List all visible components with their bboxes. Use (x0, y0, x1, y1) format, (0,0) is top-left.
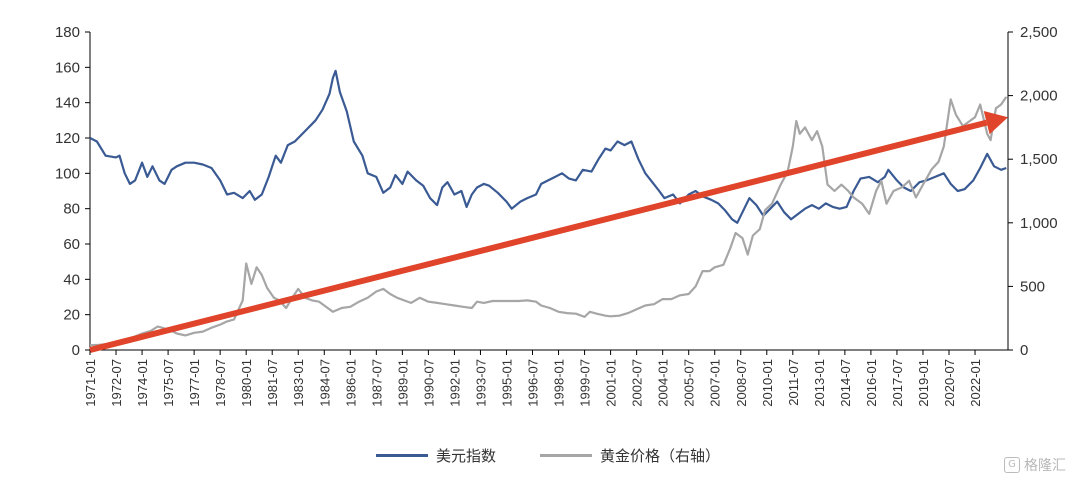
legend-label-gold: 黄金价格（右轴） (600, 447, 721, 465)
legend-label-usd: 美元指数 (436, 447, 497, 465)
x-tick-label: 1993-07 (473, 359, 488, 407)
right-tick-label: 0 (1020, 342, 1028, 359)
x-tick-label: 1992-01 (447, 359, 462, 407)
left-tick-label: 120 (55, 130, 80, 147)
x-tick-label: 1972-07 (109, 359, 124, 407)
x-tick-label: 1978-07 (213, 359, 228, 407)
x-tick-label: 2010-01 (760, 359, 775, 407)
legend-swatch-gold (540, 454, 592, 457)
watermark-logo-icon: G (1004, 457, 1020, 473)
x-tick-label: 1987-07 (369, 359, 384, 407)
watermark: G 格隆汇 (1004, 455, 1066, 475)
x-tick-label: 1977-01 (187, 359, 202, 407)
watermark-text: 格隆汇 (1024, 458, 1066, 474)
x-tick-label: 1990-07 (421, 359, 436, 407)
chart-svg: 0 20 40 60 80 100 120 140 160 180 0 500 1,000 1,500 2,… (55, 24, 1058, 407)
gold-price-line (89, 96, 1008, 347)
x-tick-label: 1975-07 (161, 359, 176, 407)
x-tick-label: 2022-01 (968, 359, 983, 407)
left-tick-label: 20 (63, 307, 80, 324)
x-tick-label: 2016-01 (864, 359, 879, 407)
legend: 美元指数 黄金价格（右轴） (0, 445, 1080, 475)
x-tick-label: 2007-01 (708, 359, 723, 407)
x-tick-label: 2005-07 (682, 359, 697, 407)
x-tick-label: 2008-07 (734, 359, 749, 407)
x-tick-label: 1998-01 (552, 359, 567, 407)
x-tick-label: 1989-01 (395, 359, 410, 407)
x-tick-label: 2017-07 (890, 359, 905, 407)
x-tick-label: 2020-07 (942, 359, 957, 407)
x-tick-label: 1996-07 (526, 359, 541, 407)
x-tick-label: 1974-01 (135, 359, 150, 407)
right-tick-label: 1,500 (1020, 151, 1058, 168)
left-tick-label: 160 (55, 59, 80, 76)
legend-item-gold-price: 黄金价格（右轴） (540, 445, 720, 466)
x-tick-label: 1983-01 (291, 359, 306, 407)
right-tick-label: 2,500 (1020, 24, 1058, 41)
x-tick-label: 2014-07 (838, 359, 853, 407)
legend-swatch-usd (376, 454, 428, 457)
x-tick-label: 2004-01 (656, 359, 671, 407)
right-tick-label: 2,000 (1020, 88, 1058, 105)
x-tick-label: 1995-01 (499, 359, 514, 407)
right-tick-label: 500 (1020, 278, 1045, 295)
x-tick-label: 1971-01 (83, 359, 98, 407)
left-tick-label: 180 (55, 24, 80, 41)
x-tick-label: 2013-01 (812, 359, 827, 407)
left-tick-label: 60 (63, 236, 80, 253)
left-tick-label: 100 (55, 165, 80, 182)
legend-item-usd-index: 美元指数 (376, 445, 496, 466)
trend-arrow-shaft (89, 119, 988, 353)
x-tick-label: 1999-07 (578, 359, 593, 407)
trend-arrow-head (983, 111, 1008, 135)
x-tick-label: 2001-01 (604, 359, 619, 407)
x-tick-label: 2011-07 (786, 359, 801, 406)
x-tick-label: 2002-07 (630, 359, 645, 407)
left-tick-label: 80 (63, 201, 80, 218)
x-tick-label: 2019-01 (916, 359, 931, 407)
x-tick-label: 1986-01 (343, 359, 358, 407)
x-tick-label: 1984-07 (317, 359, 332, 407)
x-tick-label: 1980-01 (239, 359, 254, 407)
left-tick-label: 0 (72, 342, 80, 359)
x-tick-label: 1981-07 (265, 359, 280, 407)
left-tick-label: 140 (55, 95, 80, 112)
left-tick-label: 40 (63, 271, 80, 288)
right-tick-label: 1,000 (1020, 215, 1058, 232)
usd-index-line (89, 69, 1007, 224)
